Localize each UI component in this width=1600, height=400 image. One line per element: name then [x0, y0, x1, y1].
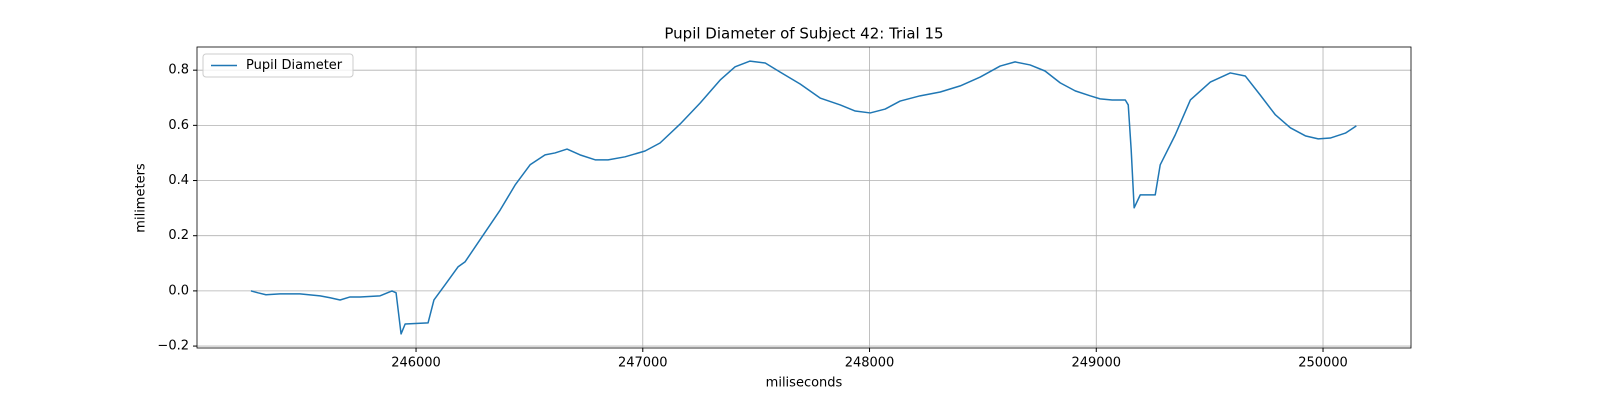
- y-tick-label: 0.8: [168, 63, 189, 78]
- y-tick-label: −0.2: [157, 339, 189, 354]
- y-tick-label: 0.4: [168, 173, 189, 188]
- y-tick-label: 0.2: [168, 228, 189, 243]
- x-tick-label: 246000: [391, 356, 441, 371]
- legend-box: [202, 53, 354, 78]
- x-tick-label: 249000: [1071, 356, 1121, 371]
- y-tick-label: 0.6: [168, 118, 189, 133]
- chart-title: Pupil Diameter of Subject 42: Trial 15: [664, 25, 943, 43]
- x-axis-label: miliseconds: [766, 376, 843, 391]
- x-tick-label: 247000: [618, 356, 668, 371]
- data-line: [250, 60, 1357, 335]
- x-tick-label: 250000: [1298, 356, 1348, 371]
- x-tick-label: 248000: [845, 356, 895, 371]
- legend-label: Pupil Diameter: [246, 58, 343, 73]
- y-axis-label: milimeters: [134, 163, 149, 233]
- plot-frame: [196, 46, 1412, 349]
- y-tick-label: 0.0: [168, 283, 189, 298]
